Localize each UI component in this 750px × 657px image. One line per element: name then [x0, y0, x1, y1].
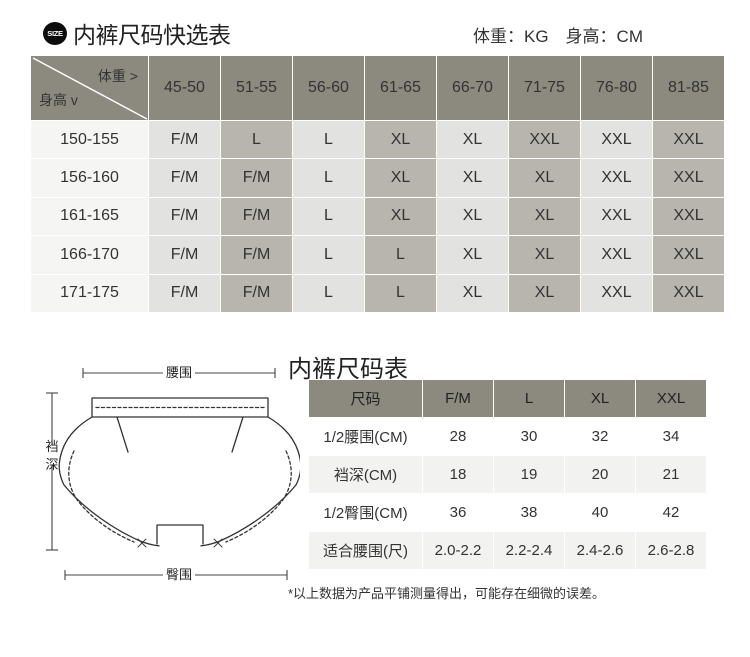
svg-text:深: 深 — [45, 457, 58, 472]
svg-text:裆: 裆 — [45, 439, 58, 454]
svg-text:臀围: 臀围 — [166, 567, 192, 582]
svg-text:腰围: 腰围 — [166, 365, 192, 380]
